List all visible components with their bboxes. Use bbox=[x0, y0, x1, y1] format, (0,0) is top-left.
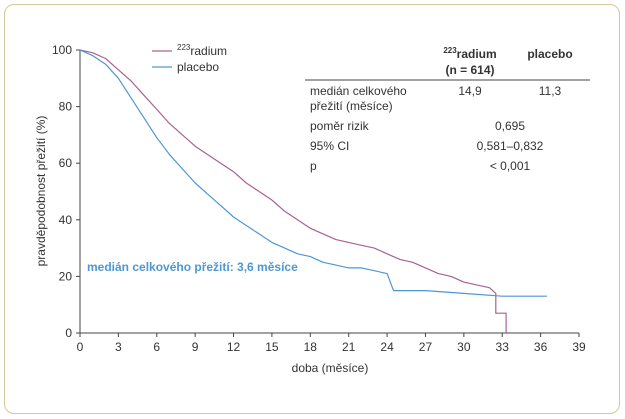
table-row1-placebo: 11,3 bbox=[539, 84, 562, 98]
chart-frame bbox=[4, 4, 620, 414]
median-annotation: medián celkového přežití: 3,6 měsíce bbox=[87, 260, 298, 274]
table-row4-value: < 0,001 bbox=[490, 159, 531, 173]
x-tick-label: 18 bbox=[304, 340, 318, 354]
y-tick-label: 80 bbox=[59, 100, 73, 114]
series-lines bbox=[79, 49, 547, 333]
x-tick-label: 12 bbox=[227, 340, 241, 354]
table-header-radium-sup: 223 bbox=[443, 46, 457, 55]
legend-placebo-label: placebo bbox=[177, 60, 219, 74]
x-tick-label: 6 bbox=[153, 340, 160, 354]
x-axis-label: doba (měsíce) bbox=[292, 361, 369, 375]
table-header-placebo: placebo bbox=[527, 47, 572, 61]
table-row3-value: 0,581–0,832 bbox=[477, 139, 544, 153]
table-header-radium: 223radium bbox=[443, 46, 496, 61]
x-tick-label: 15 bbox=[265, 340, 279, 354]
x-tick-label: 30 bbox=[457, 340, 471, 354]
table-row2-label: poměr rizik bbox=[310, 119, 370, 133]
table-row1-radium: 14,9 bbox=[458, 84, 482, 98]
x-ticks: 0 3 6 9 12 15 18 21 24 27 30 33 36 39 bbox=[77, 333, 586, 354]
stats-table: 223radium (n = 614) placebo medián celko… bbox=[305, 46, 590, 173]
x-tick-label: 21 bbox=[342, 340, 356, 354]
table-row3-label: 95% CI bbox=[310, 139, 349, 153]
series-line-placebo bbox=[79, 49, 547, 297]
x-tick-label: 36 bbox=[534, 340, 548, 354]
y-tick-label: 100 bbox=[52, 43, 72, 57]
legend-radium-name: radium bbox=[190, 44, 227, 58]
x-tick-label: 33 bbox=[496, 340, 510, 354]
y-tick-label: 20 bbox=[59, 269, 73, 283]
table-header-radium-name: radium bbox=[457, 47, 497, 61]
series-line-radium bbox=[79, 49, 507, 333]
table-header-radium-n: (n = 614) bbox=[445, 63, 494, 77]
table-row1-label-1: medián celkového bbox=[310, 84, 407, 98]
table-row4-label: p bbox=[310, 159, 317, 173]
y-tick-label: 40 bbox=[59, 213, 73, 227]
x-tick-label: 0 bbox=[77, 340, 84, 354]
y-tick-label: 0 bbox=[65, 326, 72, 340]
table-row2-value: 0,695 bbox=[495, 119, 525, 133]
legend: 223radium placebo bbox=[152, 43, 227, 74]
y-ticks: 0 20 40 60 80 100 bbox=[52, 43, 80, 340]
y-axis-label: pravděpodobnost přežití (%) bbox=[34, 116, 48, 267]
x-tick-label: 9 bbox=[192, 340, 199, 354]
x-tick-label: 3 bbox=[115, 340, 122, 354]
legend-radium-label: 223radium bbox=[177, 43, 227, 58]
x-tick-label: 39 bbox=[572, 340, 586, 354]
table-row1-label-2: přežití (měsíce) bbox=[310, 99, 393, 113]
y-tick-label: 60 bbox=[59, 156, 73, 170]
legend-radium-sup: 223 bbox=[177, 43, 191, 52]
x-tick-label: 24 bbox=[380, 340, 394, 354]
x-tick-label: 27 bbox=[419, 340, 433, 354]
